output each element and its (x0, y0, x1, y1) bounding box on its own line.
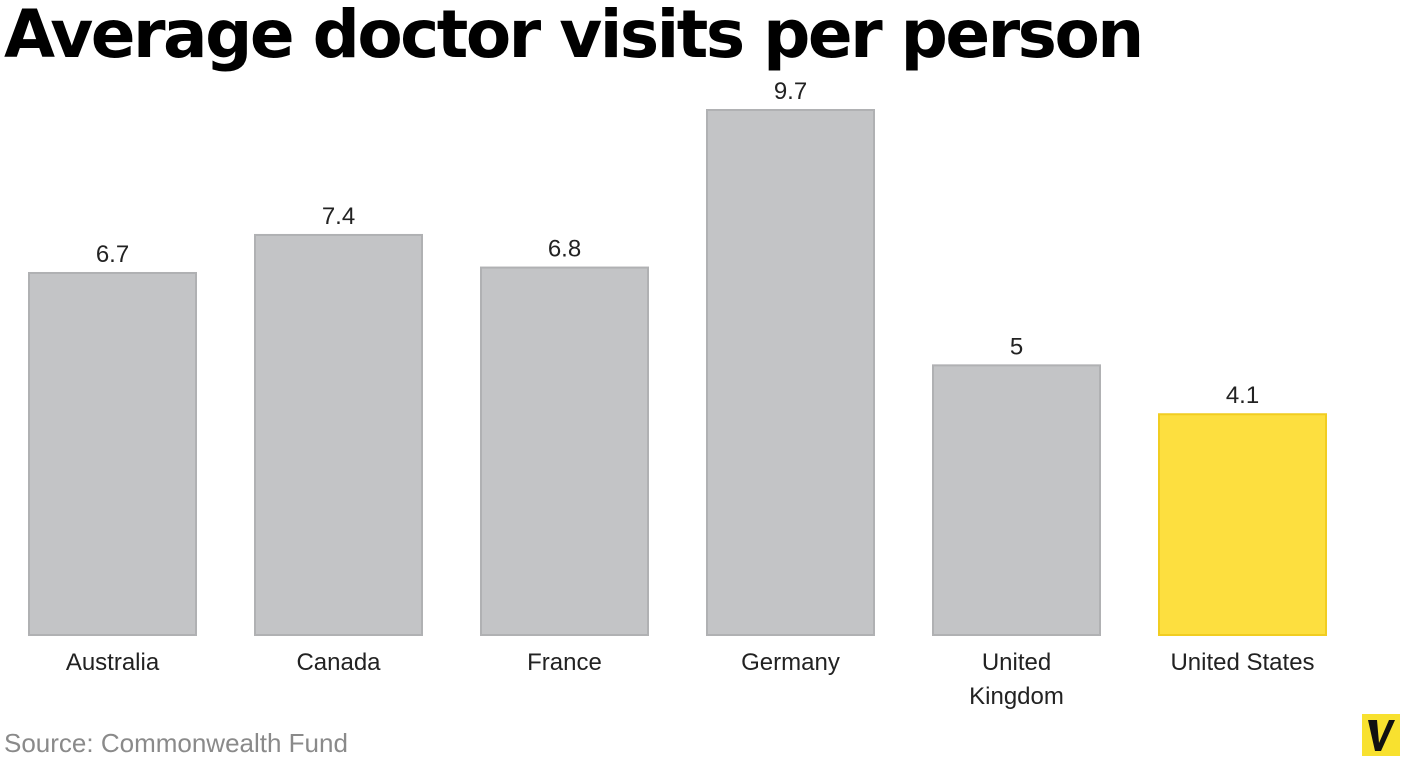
category-label-canada: Canada (296, 649, 381, 676)
source-note: Source: Commonwealth Fund (4, 728, 348, 758)
bar-france (480, 266, 649, 636)
bar-united-states (1158, 413, 1327, 637)
category-label-line: Kingdom (969, 683, 1064, 710)
value-label-france: 6.8 (548, 236, 581, 263)
value-labels-group: 6.7 7.4 6.8 9.7 5 4.1 (96, 78, 1259, 409)
value-label-canada: 7.4 (322, 203, 355, 230)
value-label-united-kingdom: 5 (1010, 333, 1023, 360)
value-label-united-states: 4.1 (1226, 382, 1259, 409)
category-label-line: Canada (296, 649, 381, 676)
bar-united-kingdom (932, 364, 1101, 636)
category-label-line: Australia (66, 649, 160, 676)
category-label-line: United (982, 649, 1051, 676)
category-label-line: France (527, 649, 602, 676)
value-label-germany: 9.7 (774, 78, 807, 105)
vox-v-logo-icon (1368, 720, 1395, 751)
vox-logo (1362, 714, 1400, 756)
category-label-france: France (527, 649, 602, 676)
category-label-line: Germany (741, 649, 840, 676)
value-label-australia: 6.7 (96, 241, 129, 268)
chart-title: Average doctor visits per person (4, 0, 1144, 73)
bar-germany (706, 109, 875, 636)
category-label-australia: Australia (66, 649, 160, 676)
category-labels-group: Australia Canada France Germany United Kingdo… (66, 649, 1315, 710)
category-label-line: United States (1170, 649, 1314, 676)
bars-group (28, 109, 1327, 637)
bar-chart: 6.7 7.4 6.8 9.7 5 4.1 Australia Canada France Ge… (28, 78, 1327, 710)
category-label-united-states: United States (1170, 649, 1314, 676)
category-label-united-kingdom: United Kingdom (969, 649, 1064, 710)
category-label-germany: Germany (741, 649, 840, 676)
bar-australia (28, 271, 197, 636)
bar-canada (254, 233, 423, 636)
